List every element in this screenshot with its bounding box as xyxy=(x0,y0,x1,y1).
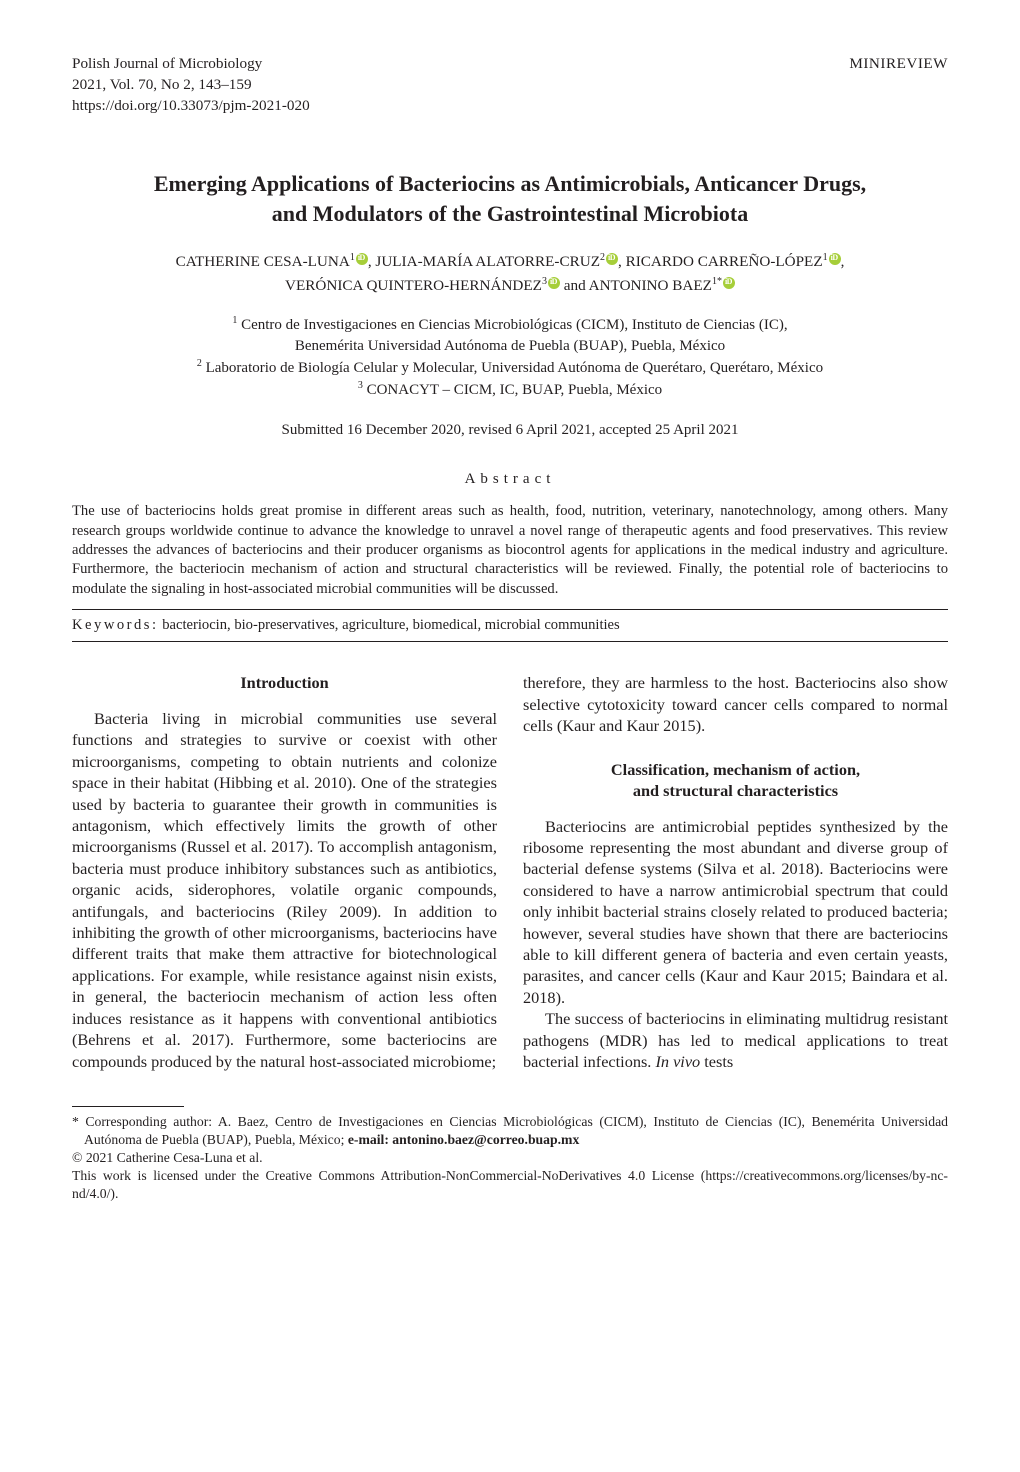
intro-section: Introduction Bacteria living in microbia… xyxy=(72,672,497,1072)
keywords-block: Keywords: bacteriocin, bio-preservatives… xyxy=(72,609,948,642)
submission-info: Submitted 16 December 2020, revised 6 Ap… xyxy=(72,421,948,441)
issue-line: 2021, Vol. 70, No 2, 143–159 xyxy=(72,75,310,96)
header-left: Polish Journal of Microbiology 2021, Vol… xyxy=(72,54,310,117)
author-2: JULIA-MARÍA ALATORRE-CRUZ xyxy=(375,253,600,270)
orcid-icon[interactable] xyxy=(356,253,368,265)
license-note: This work is licensed under the Creative… xyxy=(72,1167,948,1203)
class-heading-line1: Classification, mechanism of action, xyxy=(611,760,860,779)
corr-note-email: e-mail: antonino.baez@correo.buap.mx xyxy=(348,1132,579,1147)
aff-3: CONACYT – CICM, IC, BUAP, Puebla, México xyxy=(363,382,662,398)
column-2: therefore, they are harmless to the host… xyxy=(523,672,948,1072)
classification-paragraph-1: Bacteriocins are antimicrobial peptides … xyxy=(523,816,948,1009)
affiliations: 1 Centro de Investigaciones en Ciencias … xyxy=(108,314,912,401)
keywords-label: Keywords: xyxy=(72,617,159,633)
author-4: VERÓNICA QUINTERO-HERNÁNDEZ xyxy=(285,277,542,294)
class-p2-a: The success of bacteriocins in eliminati… xyxy=(523,1009,948,1071)
author-5: ANTONINO BAEZ xyxy=(589,277,712,294)
copyright-note: © 2021 Catherine Cesa-Luna et al. xyxy=(72,1149,948,1167)
abstract-text: The use of bacteriocins holds great prom… xyxy=(72,502,948,599)
author-and: and xyxy=(560,277,589,294)
orcid-icon[interactable] xyxy=(606,253,618,265)
aff-2: Laboratorio de Biología Celular y Molecu… xyxy=(202,360,823,376)
author-sep: , xyxy=(618,253,626,270)
orcid-icon[interactable] xyxy=(829,253,841,265)
journal-name: Polish Journal of Microbiology xyxy=(72,54,310,75)
author-sep: , xyxy=(841,253,845,270)
article-title: Emerging Applications of Bacteriocins as… xyxy=(102,169,918,228)
abstract-heading: Abstract xyxy=(72,470,948,490)
aff-1-line2: Benemérita Universidad Autónoma de Puebl… xyxy=(295,338,725,354)
author-4-aff: 3 xyxy=(542,276,547,287)
author-3: RICARDO CARREÑO-LÓPEZ xyxy=(626,253,823,270)
author-list: CATHERINE CESA-LUNA1, JULIA-MARÍA ALATOR… xyxy=(102,250,918,297)
class-p2-c: tests xyxy=(700,1052,733,1071)
orcid-icon[interactable] xyxy=(723,277,735,289)
body-columns: Introduction Bacteria living in microbia… xyxy=(72,672,948,1090)
corresponding-author-note: * Corresponding author: A. Baez, Centro … xyxy=(72,1113,948,1149)
keywords-list: bacteriocin, bio-preservatives, agricult… xyxy=(159,617,620,633)
author-2-aff: 2 xyxy=(600,252,605,263)
aff-1-line1: Centro de Investigaciones en Ciencias Mi… xyxy=(237,317,787,333)
class-p2-italic: In vivo xyxy=(655,1052,700,1071)
author-3-aff: 1 xyxy=(823,252,828,263)
article-type: MINIREVIEW xyxy=(849,54,948,74)
classification-heading: Classification, mechanism of action, and… xyxy=(523,759,948,802)
footnote-rule xyxy=(72,1106,184,1107)
footnotes: * Corresponding author: A. Baez, Centro … xyxy=(72,1113,948,1203)
classification-paragraph-2: The success of bacteriocins in eliminati… xyxy=(523,1008,948,1072)
orcid-icon[interactable] xyxy=(548,277,560,289)
running-header: Polish Journal of Microbiology 2021, Vol… xyxy=(72,54,948,117)
doi-line: https://doi.org/10.33073/pjm-2021-020 xyxy=(72,96,310,117)
intro-heading: Introduction xyxy=(72,672,497,693)
author-1-aff: 1 xyxy=(350,252,355,263)
corresponding-star: * xyxy=(717,276,722,287)
author-1: CATHERINE CESA-LUNA xyxy=(176,253,350,270)
intro-continuation: therefore, they are harmless to the host… xyxy=(523,672,948,736)
title-line-1: Emerging Applications of Bacteriocins as… xyxy=(154,171,866,196)
intro-paragraph-1: Bacteria living in microbial communities… xyxy=(72,708,497,1072)
title-line-2: and Modulators of the Gastrointestinal M… xyxy=(272,201,748,226)
class-heading-line2: and structural characteristics xyxy=(633,781,838,800)
